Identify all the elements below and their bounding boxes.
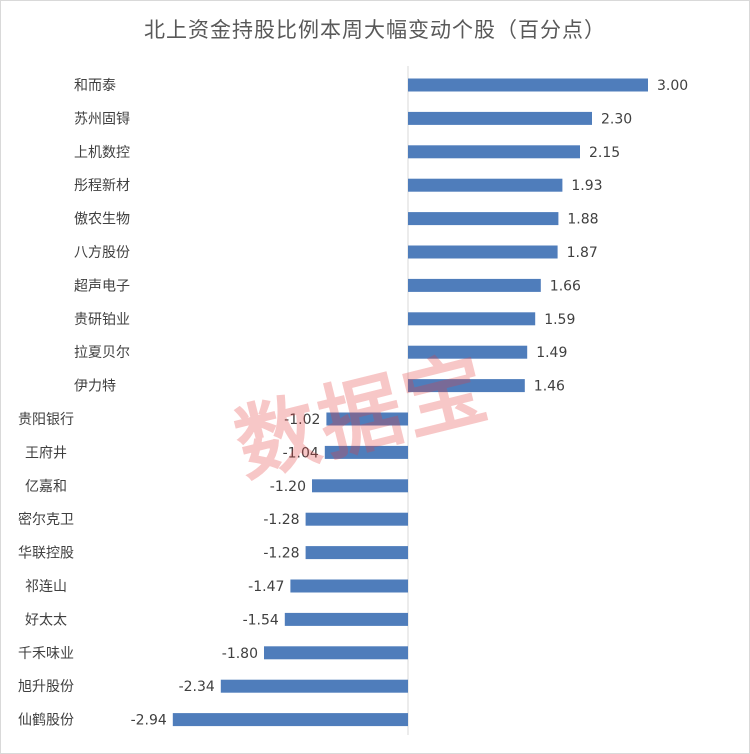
- bar-6: [408, 278, 541, 292]
- value-label-3: 1.93: [571, 178, 602, 194]
- category-label-16: 好太太: [25, 612, 67, 628]
- value-label-4: 1.88: [567, 212, 598, 228]
- category-label-14: 华联控股: [18, 546, 74, 562]
- value-label-8: 1.49: [536, 345, 567, 361]
- category-label-6: 超声电子: [74, 278, 130, 294]
- category-label-12: 亿嘉和: [25, 479, 67, 495]
- value-label-7: 1.59: [544, 312, 575, 328]
- value-label-19: -2.94: [131, 713, 167, 729]
- value-label-17: -1.80: [222, 646, 258, 662]
- value-label-12: -1.20: [270, 479, 306, 495]
- category-label-0: 和而泰: [74, 78, 116, 94]
- category-label-19: 仙鹤股份: [18, 713, 74, 729]
- bar-13: [305, 512, 408, 526]
- bar-5: [408, 245, 558, 259]
- value-label-6: 1.66: [550, 278, 581, 294]
- value-label-11: -1.04: [283, 445, 319, 461]
- category-label-3: 彤程新材: [74, 178, 130, 194]
- bar-17: [264, 646, 408, 660]
- bar-1: [408, 111, 592, 125]
- bar-19: [172, 713, 408, 727]
- category-label-4: 傲农生物: [74, 212, 130, 228]
- value-label-13: -1.28: [263, 512, 299, 528]
- bar-9: [408, 379, 525, 393]
- bar-16: [284, 612, 408, 626]
- bar-7: [408, 312, 536, 326]
- value-label-2: 2.15: [589, 145, 620, 161]
- value-label-14: -1.28: [263, 546, 299, 562]
- category-label-9: 伊力特: [74, 379, 116, 395]
- category-label-7: 贵研铂业: [74, 312, 130, 328]
- bar-8: [408, 345, 528, 359]
- category-label-10: 贵阳银行: [18, 412, 74, 428]
- category-label-18: 旭升股份: [18, 679, 74, 695]
- category-label-13: 密尔克卫: [18, 511, 74, 528]
- bar-2: [408, 145, 580, 159]
- bar-10: [326, 412, 408, 426]
- bar-0: [408, 78, 648, 92]
- category-label-11: 王府井: [25, 445, 67, 461]
- value-label-15: -1.47: [248, 579, 284, 595]
- bar-3: [408, 178, 563, 192]
- category-label-17: 千禾味业: [18, 646, 74, 662]
- value-label-16: -1.54: [243, 612, 279, 628]
- category-label-1: 苏州固锝: [74, 110, 130, 127]
- bar-14: [305, 546, 408, 560]
- bar-12: [312, 479, 408, 493]
- value-label-0: 3.00: [657, 78, 688, 94]
- category-label-2: 上机数控: [74, 145, 130, 161]
- bar-18: [220, 679, 408, 693]
- category-label-5: 八方股份: [74, 245, 130, 261]
- bar-4: [408, 212, 559, 226]
- value-label-1: 2.30: [601, 111, 632, 127]
- value-label-9: 1.46: [534, 379, 565, 395]
- bar-11: [324, 445, 408, 459]
- category-label-8: 拉夏贝尔: [74, 345, 130, 361]
- category-label-15: 祁连山: [25, 579, 67, 595]
- value-label-5: 1.87: [567, 245, 598, 261]
- value-label-18: -2.34: [179, 679, 215, 695]
- bar-15: [290, 579, 408, 593]
- chart-title: 北上资金持股比例本周大幅变动个股（百分点）: [144, 18, 606, 42]
- value-label-10: -1.02: [284, 412, 320, 428]
